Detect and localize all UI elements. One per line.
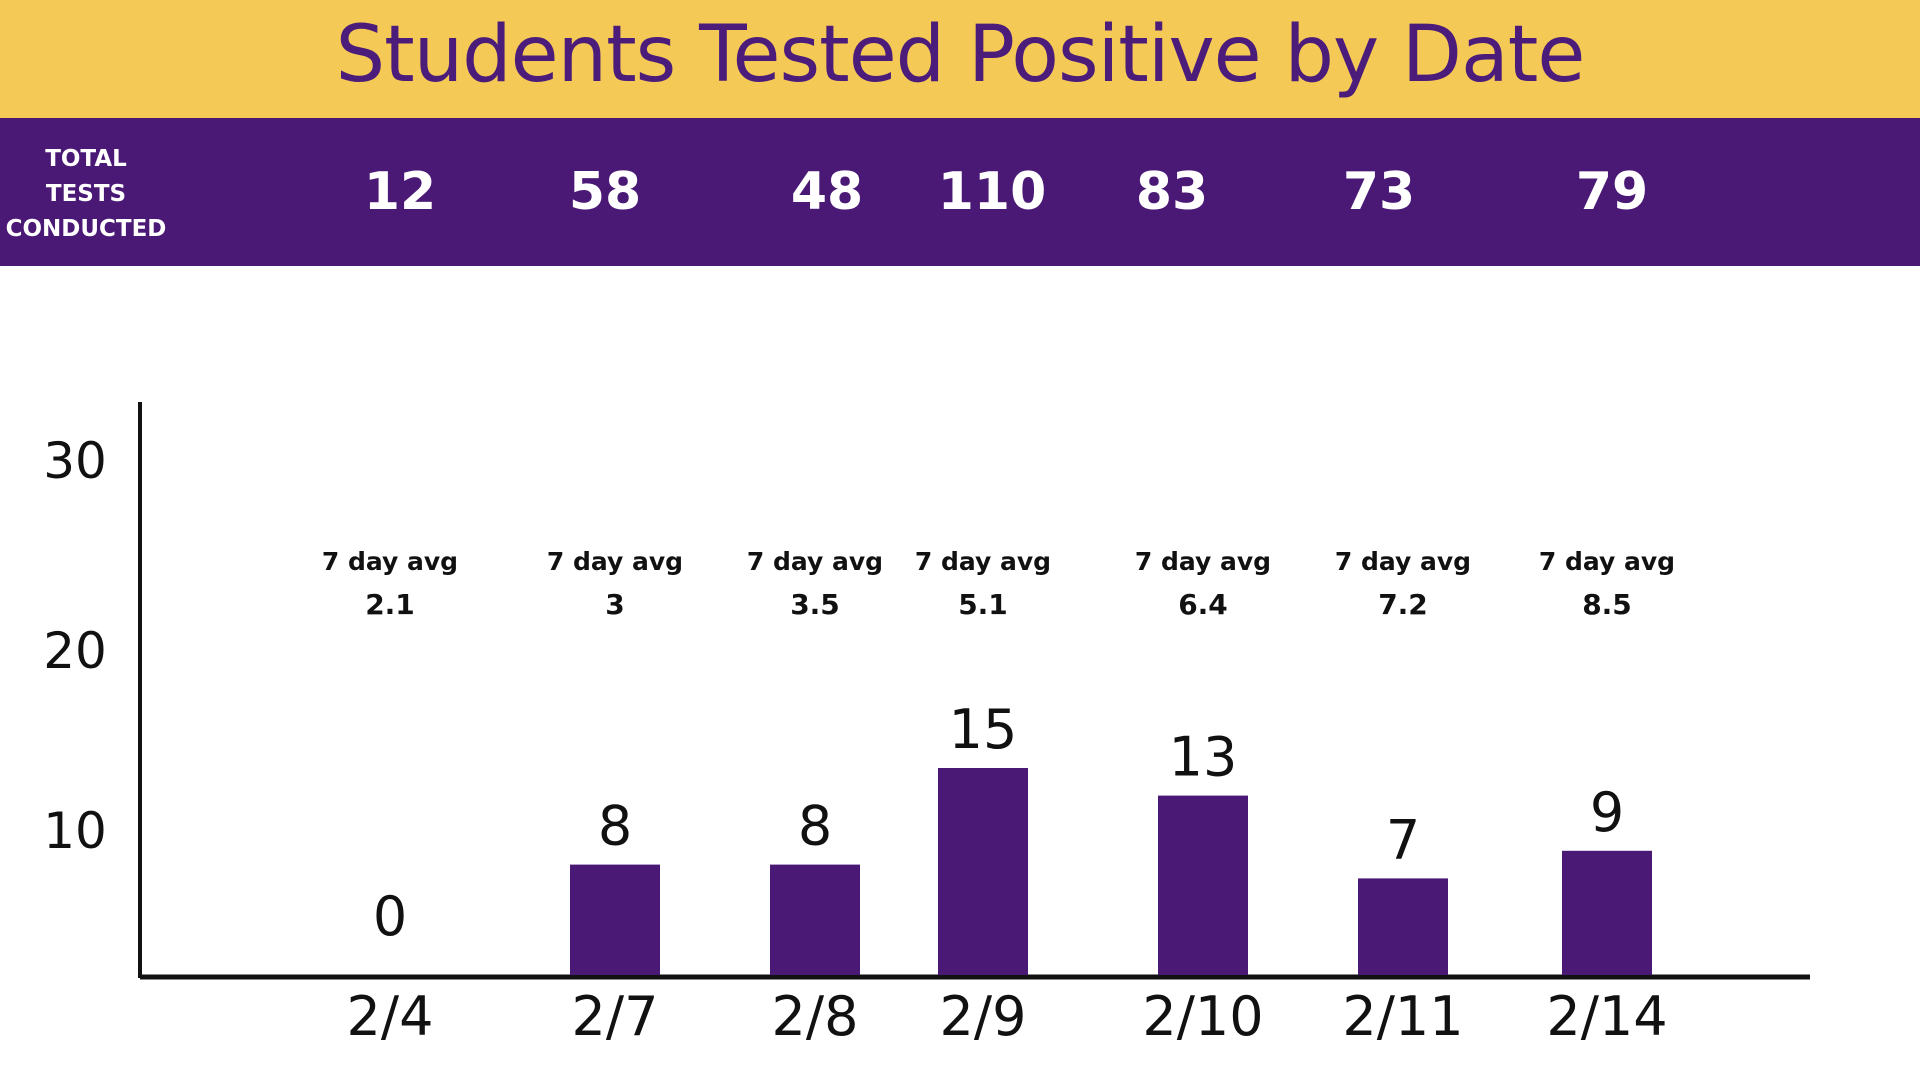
- bar: [570, 864, 660, 975]
- avg-annotation-value: 3.5: [790, 588, 840, 621]
- tests-label-line: TESTS: [45, 181, 127, 207]
- x-tick-label: 2/8: [772, 985, 859, 1048]
- total-tests-count: 73: [1342, 162, 1416, 222]
- data-label: 0: [373, 885, 407, 948]
- total-tests-count: 58: [568, 162, 642, 222]
- avg-annotation-title: 7 day avg: [747, 547, 883, 576]
- total-tests-label: TOTAL TESTS CONDUCTED: [0, 142, 172, 247]
- data-label: 9: [1590, 781, 1624, 844]
- avg-annotation-title: 7 day avg: [547, 547, 683, 576]
- total-tests-band: TOTAL TESTS CONDUCTED 12 58 48 110 83 73…: [0, 118, 1920, 266]
- bar: [1562, 850, 1652, 975]
- bar: [938, 768, 1028, 975]
- tests-label-line: CONDUCTED: [5, 216, 167, 242]
- x-tick-label: 2/4: [347, 985, 434, 1048]
- avg-annotation-value: 7.2: [1378, 588, 1428, 621]
- x-tick-label: 2/7: [572, 985, 659, 1048]
- avg-annotation-value: 2.1: [365, 588, 415, 621]
- title-banner: Students Tested Positive by Date: [0, 0, 1920, 118]
- data-label: 8: [598, 795, 632, 858]
- y-tick-label: 20: [43, 622, 107, 680]
- avg-annotation-title: 7 day avg: [1135, 547, 1271, 576]
- avg-annotation-value: 3: [605, 588, 624, 621]
- bar: [1358, 878, 1448, 975]
- data-label: 15: [949, 698, 1018, 761]
- x-tick-label: 2/11: [1342, 985, 1463, 1048]
- data-label: 13: [1169, 726, 1238, 789]
- data-label: 7: [1386, 808, 1420, 871]
- x-tick-label: 2/14: [1546, 985, 1667, 1048]
- data-label: 8: [798, 795, 832, 858]
- total-tests-count: 12: [363, 162, 437, 222]
- total-tests-count: 79: [1575, 162, 1649, 222]
- avg-annotation-title: 7 day avg: [1539, 547, 1675, 576]
- avg-annotation-title: 7 day avg: [915, 547, 1051, 576]
- chart-marks: 10 20 30 0 2/4 7 day avg 2.1 8 2/7 7 day avg 3 8 2/8…: [43, 432, 1675, 1048]
- chart-title: Students Tested Positive by Date: [335, 10, 1586, 100]
- avg-annotation-value: 5.1: [958, 588, 1008, 621]
- total-tests-count: 48: [790, 162, 864, 222]
- x-tick-label: 2/10: [1142, 985, 1263, 1048]
- total-tests-count: 110: [937, 162, 1047, 222]
- y-tick-label: 10: [43, 802, 107, 860]
- avg-annotation-title: 7 day avg: [322, 547, 458, 576]
- bar: [1158, 795, 1248, 975]
- tests-label-line: TOTAL: [45, 146, 127, 172]
- avg-annotation-value: 8.5: [1582, 588, 1632, 621]
- total-tests-count: 83: [1135, 162, 1209, 222]
- bar: [770, 864, 860, 975]
- avg-annotation-title: 7 day avg: [1335, 547, 1471, 576]
- y-tick-label: 30: [43, 432, 107, 490]
- x-tick-label: 2/9: [940, 985, 1027, 1048]
- avg-annotation-value: 6.4: [1178, 588, 1228, 621]
